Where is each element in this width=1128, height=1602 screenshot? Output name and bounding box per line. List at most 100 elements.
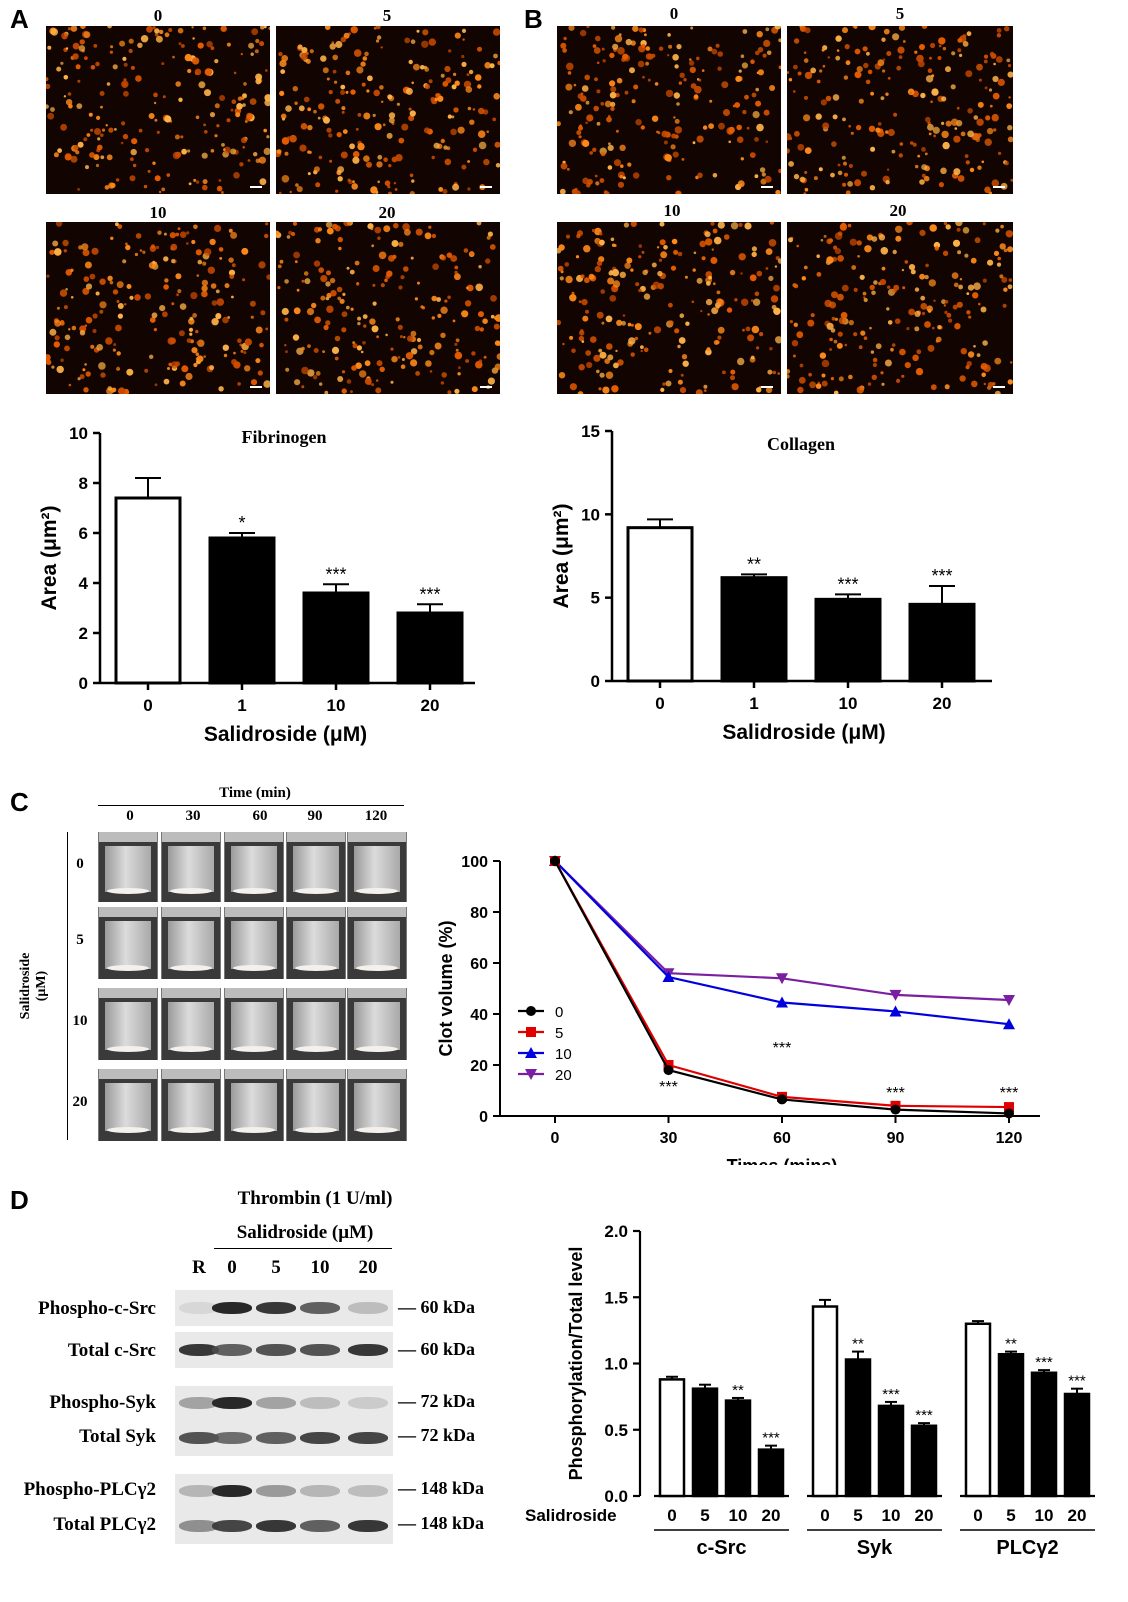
y-axis-label: Phosphorylation/Total level — [566, 1247, 586, 1481]
blot-band — [212, 1397, 252, 1409]
lane-label: 10 — [310, 1257, 330, 1278]
vial-cap — [287, 907, 345, 917]
salidroside-header: Salidroside (μM) — [236, 1222, 374, 1243]
phosphorylation-bar-chart: 0.0 0.5 1.0 1.5 2.0 Phosphorylation/Total lev… — [525, 1222, 1095, 1559]
bar — [691, 1387, 719, 1498]
micrograph — [557, 222, 781, 394]
lane-label: 0 — [227, 1257, 237, 1278]
bar — [997, 1352, 1025, 1498]
vial-cap — [99, 988, 157, 998]
vial-body — [231, 1002, 277, 1050]
significance-marker: *** — [837, 574, 858, 594]
vial-body — [231, 921, 277, 969]
clot-vial — [347, 907, 407, 979]
collagen-bar-chart: 0 5 10 15 Area (μm²) 0 ** 1 *** 10 *** 20 Salidrosid… — [550, 422, 992, 744]
significance-marker: *** — [915, 1407, 933, 1424]
data-point — [889, 989, 902, 1001]
significance-marker: *** — [886, 1085, 905, 1102]
vial-cap — [225, 832, 283, 842]
blot-band — [348, 1344, 388, 1356]
x-tick-label: 10 — [729, 1506, 748, 1525]
clot-vial — [161, 832, 221, 902]
time-header: Time (min) — [219, 785, 291, 801]
blot-band — [179, 1485, 219, 1497]
clot-residue — [295, 1046, 337, 1052]
vial-cap — [99, 1069, 157, 1079]
clot-vial — [286, 907, 346, 979]
blot-band — [212, 1344, 252, 1356]
panel-letter-b: B — [524, 4, 543, 34]
vial-body — [105, 846, 151, 892]
data-point — [525, 1069, 537, 1080]
bar — [964, 1322, 992, 1498]
vial-cap — [99, 907, 157, 917]
clot-vial — [347, 988, 407, 1060]
bar — [720, 576, 788, 683]
data-point — [776, 996, 788, 1008]
clot-vial — [224, 988, 284, 1060]
group-label: PLCγ2 — [996, 1537, 1058, 1559]
platelet-speckle — [46, 222, 270, 394]
y-tick-label: 5 — [591, 589, 600, 608]
y-axis-label: Area (μm²) — [38, 505, 61, 610]
micrograph — [557, 26, 781, 194]
vial-cap — [162, 1069, 220, 1079]
data-point — [525, 1047, 537, 1058]
panel-a-dose-label: 5 — [382, 6, 392, 25]
bar — [114, 496, 182, 685]
y-tick-label: 0 — [479, 1109, 488, 1126]
panel-a-dose-label: 20 — [378, 203, 396, 222]
data-point — [550, 856, 560, 866]
x-tick-label: 10 — [882, 1506, 901, 1525]
vial-cap — [287, 988, 345, 998]
time-header-rule — [98, 805, 404, 806]
platelet-speckle — [787, 26, 1013, 194]
x-tick-label: 0 — [973, 1506, 982, 1525]
blot-band — [348, 1520, 388, 1532]
blot-label: Total PLCγ2 — [53, 1514, 156, 1535]
vial-body — [105, 921, 151, 969]
significance-marker: ** — [747, 554, 761, 574]
y-tick-label: 2.0 — [604, 1222, 628, 1241]
clot-vial — [161, 988, 221, 1060]
data-point — [662, 971, 675, 983]
molecular-weight-label: — 72 kDa — [398, 1425, 476, 1445]
panel-b-dose-label: 0 — [669, 4, 679, 23]
clot-vial — [286, 1069, 346, 1141]
vial-body — [293, 921, 339, 969]
blot-strip — [175, 1508, 393, 1544]
vial-cap — [348, 988, 406, 998]
blot-band — [179, 1520, 219, 1532]
significance-marker: *** — [419, 584, 440, 604]
molecular-weight-label: — 148 kDa — [398, 1478, 485, 1498]
clot-vial — [98, 988, 158, 1060]
platelet-speckle — [276, 26, 500, 194]
blot-band — [256, 1485, 296, 1497]
vial-body — [354, 921, 400, 969]
clot-vial — [224, 907, 284, 979]
panel-letter-a: A — [10, 4, 29, 34]
blot-label: Phospho-PLCγ2 — [23, 1479, 156, 1500]
data-point — [526, 1027, 536, 1037]
micrograph — [787, 222, 1013, 394]
x-tick-label: 20 — [915, 1506, 934, 1525]
row-label: 0 — [76, 856, 84, 872]
blot-band — [256, 1520, 296, 1532]
clot-residue — [356, 1127, 398, 1133]
y-tick-label: 2 — [79, 624, 88, 643]
panel-a-dose-label: 0 — [153, 6, 163, 25]
vial-cap — [225, 907, 283, 917]
clot-residue — [107, 1127, 149, 1133]
salidroside-side-label-text: Salidroside — [18, 952, 33, 1020]
blot-label: Phospho-c-Src — [38, 1298, 156, 1319]
legend-label: 5 — [555, 1025, 563, 1042]
vial-body — [168, 846, 214, 892]
y-tick-label: 1.5 — [604, 1288, 628, 1307]
clot-vial — [286, 832, 346, 902]
data-point — [1004, 1102, 1014, 1113]
x-tick-label: 10 — [839, 694, 858, 713]
lane-label: R — [192, 1257, 206, 1278]
blot-band — [256, 1432, 296, 1444]
clot-vial — [161, 907, 221, 979]
y-tick-label: 10 — [581, 505, 600, 524]
